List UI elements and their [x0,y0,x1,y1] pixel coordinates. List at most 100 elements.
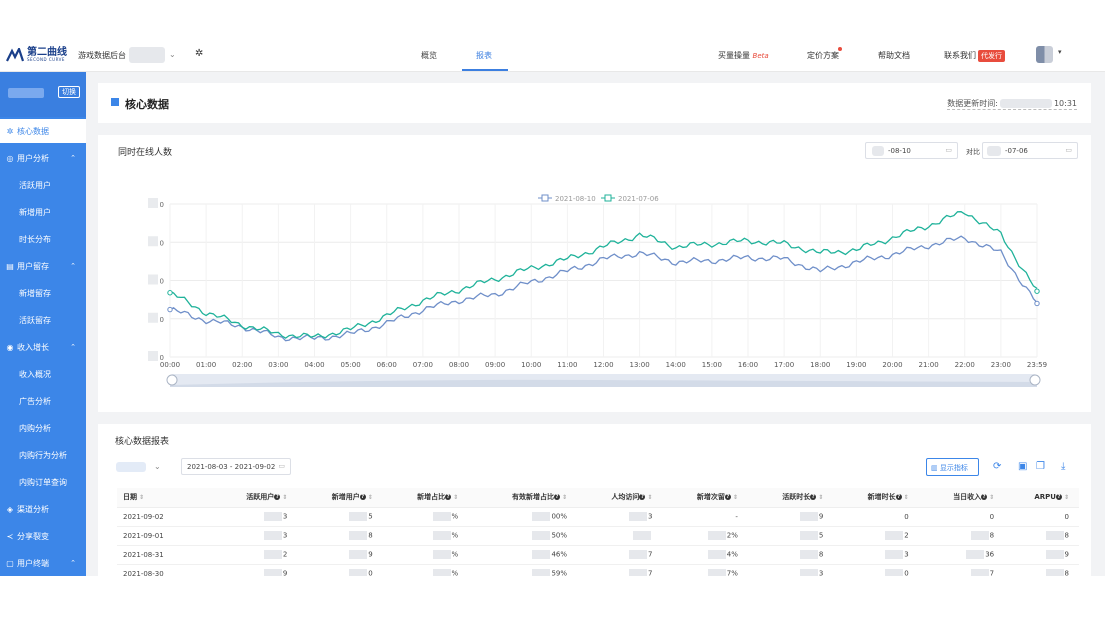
sort-icon[interactable]: ⇕ [139,494,145,502]
date-picker-compare[interactable]: -07-06 ▭ [982,142,1078,159]
revenue-icon: ◉ [6,342,14,352]
legend-marker [541,194,549,202]
x-tick-label: 05:00 [341,361,361,369]
sidebar-item[interactable]: ✲ 核心数据 [0,119,86,143]
column-header[interactable]: 新增占比? ⇕ [382,488,469,508]
sidebar-item[interactable]: 广告分析 [0,389,86,413]
tab-reports[interactable]: 报表 [476,51,492,60]
column-header[interactable]: 活跃时长? ⇕ [747,488,834,508]
gear-icon[interactable]: ✲ [195,48,204,59]
app-selector[interactable] [129,47,165,63]
help-icon[interactable]: ? [359,494,366,501]
sort-icon[interactable]: ⇕ [903,494,909,502]
cell-value: 0 [368,569,373,577]
beta-badge: Beta [752,52,769,60]
sort-icon[interactable]: ⇕ [647,494,653,502]
sidebar-item[interactable]: ◉ 收入增长 ⌃ [0,335,86,359]
sidebar-item-label: 收入概况 [19,369,51,379]
sidebar-item[interactable]: 活跃留存 [0,308,86,332]
copy-icon[interactable]: ❐ [1036,461,1045,472]
save-icon[interactable]: ▣ [1018,461,1028,472]
cell-value: 8 [1064,531,1069,540]
table-cell: 7% [662,564,748,576]
sort-icon[interactable]: ⇕ [1063,494,1069,502]
column-header[interactable]: 人均访问? ⇕ [577,488,663,508]
sort-icon[interactable]: ⇕ [732,494,738,502]
chevron-down-icon[interactable]: ⌄ [169,50,176,59]
sort-icon[interactable]: ⇕ [282,494,288,502]
column-header[interactable]: 当日收入? ⇕ [918,488,1005,508]
sort-icon[interactable]: ⇕ [818,494,824,502]
cell-value: 8 [989,531,995,540]
help-icon[interactable]: ? [553,494,560,501]
sidebar-item[interactable]: ▢ 用户终端 ⌃ [0,551,86,575]
sidebar-item-label: 内购分析 [19,423,51,433]
series-line [169,211,1038,339]
x-tick-label: 13:00 [630,361,650,369]
sort-icon[interactable]: ⇕ [453,494,459,502]
caret-down-icon[interactable]: ▾ [1058,48,1062,56]
table-row[interactable]: 2021-09-02 3 5% 00% 3 - 9 0 0 0 [117,507,1079,527]
column-header[interactable]: 新增时长? ⇕ [833,488,919,508]
sort-icon[interactable]: ⇕ [989,494,995,502]
switch-button[interactable]: 切换 [58,86,80,98]
date-picker-primary[interactable]: -08-10 ▭ [865,142,958,159]
sidebar-item[interactable]: 活跃用户 [0,173,86,197]
sidebar: 切换 ✲ 核心数据 ◎ 用户分析 ⌃ 活跃用户新增用户时长分布 ▤ 用户留存 ⌃ 新增留存活跃留存… [0,72,86,576]
logo[interactable]: 第二曲线 SECOND CURVE [6,46,67,62]
ad-volume-link[interactable]: 买量操量 Beta [718,50,769,61]
sidebar-item[interactable]: 内购行为分析 [0,443,86,467]
help-link[interactable]: 帮助文档 [878,51,910,60]
redacted-value [970,531,989,540]
download-icon[interactable]: ⤓ [1061,461,1066,472]
show-metrics-button[interactable]: ▥ 显示指标 [926,458,979,476]
column-header[interactable]: 新增次留? ⇕ [662,488,748,508]
help-icon[interactable]: ? [274,494,281,501]
sidebar-item[interactable]: 时长分布 [0,227,86,251]
column-header[interactable]: 新增用户? ⇕ [297,488,383,508]
table-row[interactable]: 2021-08-31 2 9% 46% 7 4% 8 3 36 9 [117,545,1079,565]
help-icon[interactable]: ? [810,494,817,501]
tab-overview[interactable]: 概览 [421,51,437,60]
column-header[interactable]: 活跃用户? ⇕ [211,488,298,508]
chart-title: 同时在线人数 [118,148,173,158]
sort-icon[interactable]: ⇕ [367,494,373,502]
game-name [8,88,44,98]
refresh-icon[interactable]: ⟳ [993,461,1002,472]
help-icon[interactable]: ? [981,494,988,501]
sidebar-item[interactable]: ≺ 分享裂变 [0,524,86,548]
help-icon[interactable]: ? [1055,494,1062,501]
sort-icon[interactable]: ⇕ [561,494,568,502]
column-header[interactable]: ARPU? ⇕ [1004,488,1079,508]
sidebar-item[interactable]: 新增留存 [0,281,86,305]
sidebar-item[interactable]: 收入概况 [0,362,86,386]
online-users-card: 同时在线人数 -08-10 ▭ 对比 -07-06 ▭ 0 0 0 0 0 00:00 01… [98,135,1091,412]
sidebar-item[interactable]: 内购订单查询 [0,470,86,494]
sidebar-item[interactable]: 内购分析 [0,416,86,440]
sidebar-item[interactable]: 新增用户 [0,200,86,224]
avatar[interactable] [1036,46,1053,63]
sidebar-item[interactable]: ◈ 渠道分析 [0,497,86,521]
help-icon[interactable]: ? [445,494,452,501]
x-tick-label: 22:00 [955,361,975,369]
sidebar-item[interactable]: ▤ 用户留存 ⌃ [0,254,86,278]
redacted-value [1045,569,1064,576]
column-header[interactable]: 有效新增占比? ⇕ [468,488,578,508]
table-row[interactable]: 2021-08-30 9 0% 59% 7 7% 3 0 7 8 [117,564,1079,576]
x-tick-label: 10:00 [521,361,541,369]
sidebar-item[interactable]: ◎ 用户分析 ⌃ [0,146,86,170]
pricing-link[interactable]: 定价方案 [807,51,839,60]
notification-dot [838,47,842,51]
help-icon[interactable]: ? [895,494,902,501]
help-icon[interactable]: ? [724,494,731,501]
help-icon[interactable]: ? [639,494,646,501]
redacted-value [885,569,904,576]
table-row[interactable]: 2021-09-01 3 8% 50% 2% 5 2 8 8 [117,526,1079,546]
filter-select[interactable] [116,462,146,472]
calendar-icon: ▭ [1065,146,1072,154]
date-range-input[interactable]: 2021-08-03 - 2021-09-02 ▭ [181,458,291,475]
chevron-down-icon[interactable]: ⌄ [154,462,161,471]
column-header[interactable]: 日期 ⇕ [117,488,212,508]
contact-link[interactable]: 联系我们 代发行 [944,50,1005,62]
